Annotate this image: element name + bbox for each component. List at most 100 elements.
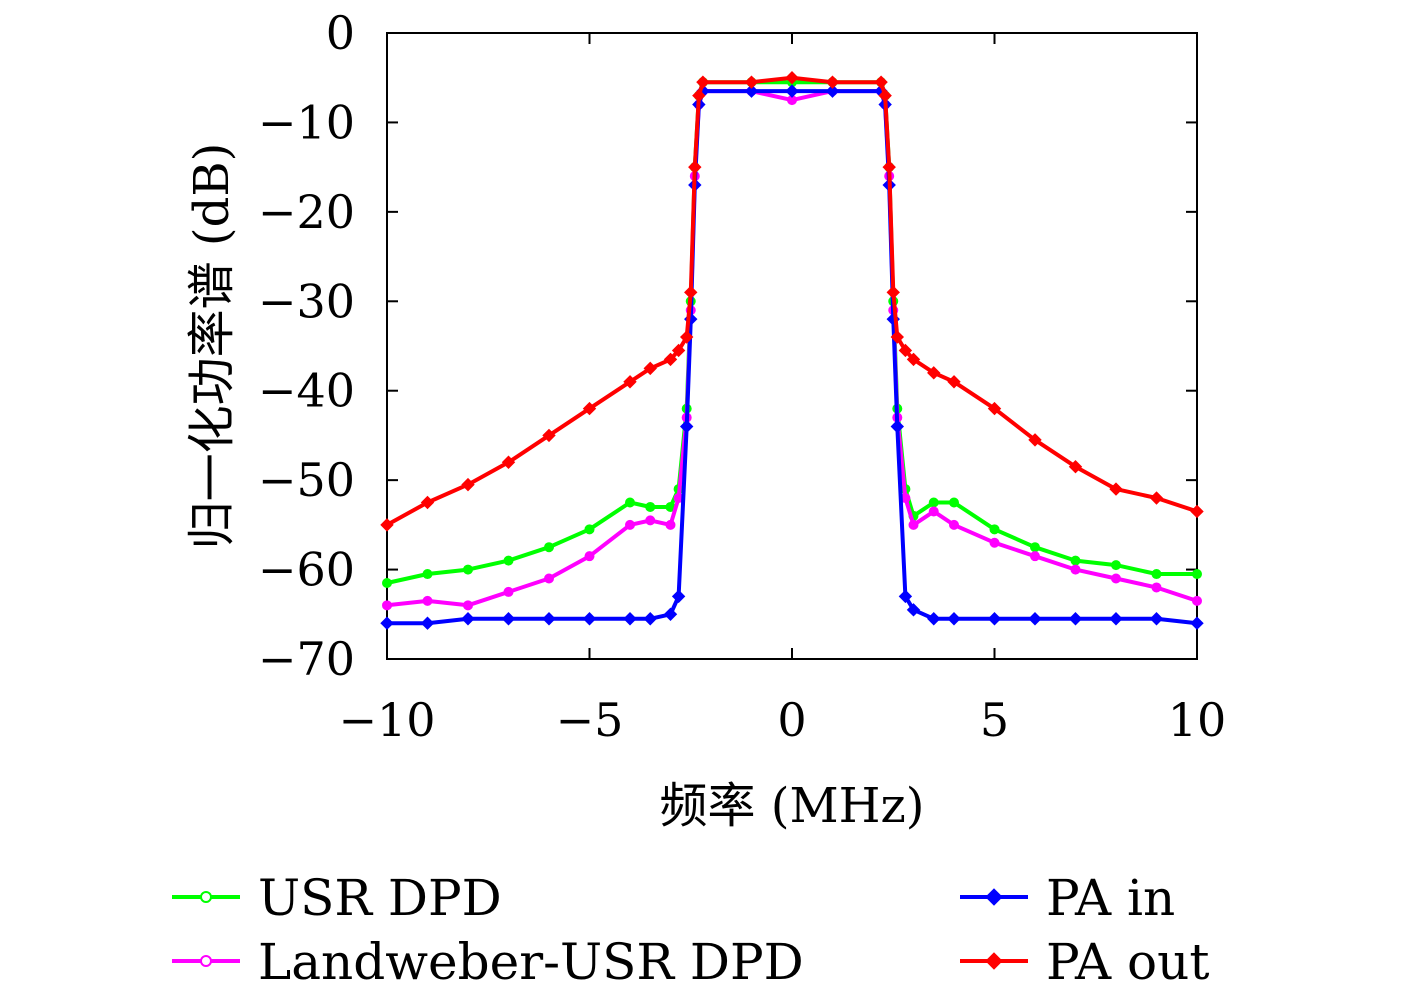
legend-marker <box>200 955 212 967</box>
data-point <box>927 612 941 626</box>
data-point <box>625 497 635 508</box>
data-point <box>1068 612 1083 626</box>
y-tick-label: −60 <box>258 543 355 597</box>
data-point <box>1111 560 1121 571</box>
data-point <box>422 595 433 606</box>
data-point <box>1151 569 1162 580</box>
data-point <box>692 88 706 103</box>
legend-entry: USR DPD <box>172 869 502 927</box>
data-point <box>625 519 635 530</box>
y-tick-label: −50 <box>258 453 355 507</box>
data-point <box>906 603 921 617</box>
data-point <box>1111 573 1121 584</box>
y-tick-label: −30 <box>258 274 355 328</box>
y-tick-label: −70 <box>258 632 355 686</box>
data-point <box>679 419 694 434</box>
x-tick-label: 10 <box>1168 693 1227 747</box>
data-point <box>420 616 435 630</box>
series-pa-out <box>380 71 1204 532</box>
data-point <box>1149 491 1164 505</box>
data-point <box>878 88 892 103</box>
data-point <box>989 537 1000 548</box>
data-point <box>463 564 473 575</box>
data-point <box>890 419 905 434</box>
series-line <box>386 80 1197 585</box>
data-point <box>544 542 554 553</box>
data-point <box>671 343 686 358</box>
data-point <box>1070 564 1081 575</box>
data-point <box>1190 616 1204 630</box>
data-point <box>1192 595 1202 606</box>
data-point <box>1192 569 1202 580</box>
data-point <box>927 366 941 380</box>
legend-entry: PA out <box>960 933 1209 991</box>
data-point <box>1109 482 1123 496</box>
data-point <box>1030 551 1040 562</box>
data-point <box>825 75 840 89</box>
data-point <box>665 519 676 530</box>
data-point <box>503 586 514 597</box>
data-point <box>380 518 394 532</box>
data-point <box>1151 582 1162 593</box>
x-tick-label: 0 <box>777 693 806 747</box>
legend: USR DPD Landweber-USR DPD PA in PA out <box>172 869 1209 991</box>
data-point <box>645 501 656 512</box>
data-point <box>1109 612 1123 626</box>
data-point <box>987 612 1002 626</box>
data-point <box>663 352 678 367</box>
data-point <box>461 477 475 492</box>
data-point <box>645 515 656 526</box>
data-point <box>825 84 840 98</box>
data-point <box>1028 433 1042 447</box>
data-point <box>643 612 657 626</box>
y-tick-label: −20 <box>258 185 355 239</box>
data-point <box>886 285 900 300</box>
x-tick-label: −10 <box>338 693 435 747</box>
data-point <box>898 343 913 358</box>
data-point <box>679 330 694 344</box>
data-point <box>785 84 799 98</box>
data-point <box>503 555 514 566</box>
data-point <box>744 75 759 89</box>
data-point <box>684 285 698 300</box>
legend-label: PA out <box>1046 933 1209 991</box>
x-axis-label: 频率 (MHz) <box>659 778 924 834</box>
x-tick-label: 5 <box>980 693 1009 747</box>
legend-label: Landweber-USR DPD <box>258 933 804 991</box>
legend-entry: Landweber-USR DPD <box>172 933 804 991</box>
legend-label: PA in <box>1046 869 1175 927</box>
series-landweber-usr-dpd <box>382 86 1202 611</box>
plot-area <box>380 32 1204 660</box>
series-line <box>386 89 1198 608</box>
data-point <box>422 569 433 580</box>
series-line <box>387 89 1198 626</box>
data-point <box>542 428 556 443</box>
data-point <box>501 455 516 469</box>
data-point <box>947 375 961 389</box>
y-tick-label: 0 <box>326 6 355 60</box>
data-point <box>542 612 556 626</box>
data-point <box>420 495 435 510</box>
data-point <box>623 612 637 626</box>
data-point <box>1070 555 1081 566</box>
data-point <box>663 607 678 621</box>
series-usr-dpd <box>382 77 1202 588</box>
data-point <box>671 589 686 604</box>
data-point <box>908 519 919 530</box>
tick-labels: −10 −5 0 5 100−10−20−30−40−50−60−70 <box>258 6 1226 747</box>
series-layer <box>380 71 1204 630</box>
data-point <box>501 612 516 626</box>
data-point <box>1028 612 1042 626</box>
data-point <box>1190 504 1204 519</box>
data-point <box>584 551 595 562</box>
data-point <box>688 160 702 174</box>
legend-label: USR DPD <box>258 869 502 927</box>
data-point <box>987 401 1002 416</box>
data-point <box>906 352 921 367</box>
data-point <box>949 519 959 530</box>
data-point <box>582 401 597 416</box>
data-point <box>643 361 657 376</box>
data-point <box>382 577 392 588</box>
data-point <box>1149 612 1164 626</box>
